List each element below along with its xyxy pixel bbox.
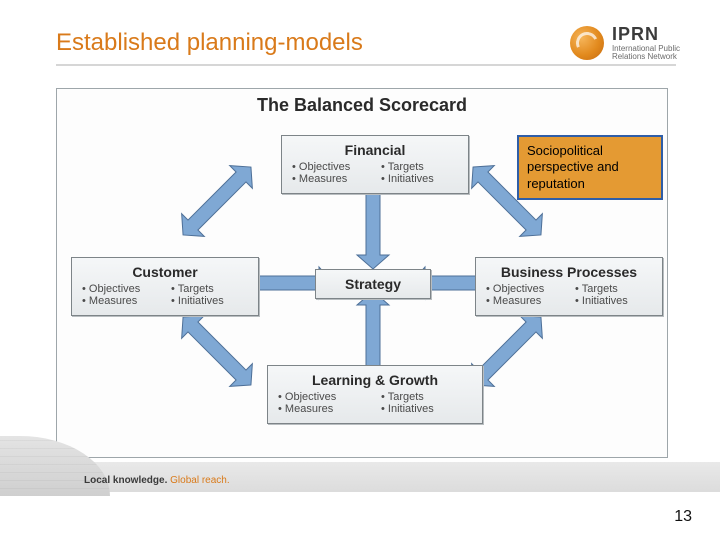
- box-business-processes-bullets: Objectives Targets Measures Initiatives: [486, 283, 652, 307]
- bullet: Objectives: [292, 161, 369, 173]
- bullet: Objectives: [486, 283, 563, 295]
- logo: IPRN International Public Relations Netw…: [570, 24, 680, 62]
- logo-text: IPRN International Public Relations Netw…: [612, 24, 680, 62]
- box-learning-growth: Learning & Growth Objectives Targets Mea…: [267, 365, 483, 424]
- overlay-sociopolitical: Sociopolitical perspective and reputatio…: [517, 135, 663, 200]
- bullet: Measures: [486, 295, 563, 307]
- overlay-text: Sociopolitical perspective and reputatio…: [527, 143, 619, 191]
- title-row: Established planning-models IPRN Interna…: [56, 24, 680, 62]
- box-financial-title: Financial: [292, 142, 458, 158]
- bullet: Objectives: [82, 283, 159, 295]
- bullet: Measures: [278, 403, 369, 415]
- bullet: Objectives: [278, 391, 369, 403]
- box-learning-growth-title: Learning & Growth: [278, 372, 472, 388]
- box-financial: Financial Objectives Targets Measures In…: [281, 135, 469, 194]
- box-customer: Customer Objectives Targets Measures Ini…: [71, 257, 259, 316]
- box-financial-bullets: Objectives Targets Measures Initiatives: [292, 161, 458, 185]
- bullet: Targets: [575, 283, 652, 295]
- page-number: 13: [674, 508, 692, 526]
- footer-tagline: Local knowledge. Global reach.: [84, 475, 230, 486]
- box-customer-title: Customer: [82, 264, 248, 280]
- box-strategy-title: Strategy: [326, 276, 420, 292]
- bullet: Initiatives: [381, 403, 472, 415]
- box-business-processes-title: Business Processes: [486, 264, 652, 280]
- bullet: Initiatives: [171, 295, 248, 307]
- logo-globe-icon: [570, 26, 604, 60]
- bullet: Targets: [381, 391, 472, 403]
- box-strategy: Strategy: [315, 269, 431, 299]
- bullet: Targets: [171, 283, 248, 295]
- box-customer-bullets: Objectives Targets Measures Initiatives: [82, 283, 248, 307]
- title-divider: [56, 64, 676, 66]
- box-business-processes: Business Processes Objectives Targets Me…: [475, 257, 663, 316]
- logo-acronym: IPRN: [612, 24, 680, 45]
- tagline-global: Global reach.: [170, 475, 229, 486]
- diagram-title: The Balanced Scorecard: [57, 95, 667, 116]
- bullet: Targets: [381, 161, 458, 173]
- slide-title: Established planning-models: [56, 29, 363, 57]
- bullet: Initiatives: [575, 295, 652, 307]
- balanced-scorecard-diagram: The Balanced Scorecard Financial Objecti…: [56, 88, 668, 458]
- box-learning-growth-bullets: Objectives Targets Measures Initiatives: [278, 391, 472, 415]
- tagline-local: Local knowledge.: [84, 475, 167, 486]
- bullet: Initiatives: [381, 173, 458, 185]
- slide: { "title": "Established planning-models"…: [0, 0, 720, 540]
- bullet: Measures: [292, 173, 369, 185]
- bullet: Measures: [82, 295, 159, 307]
- logo-sub2: Relations Network: [612, 53, 680, 61]
